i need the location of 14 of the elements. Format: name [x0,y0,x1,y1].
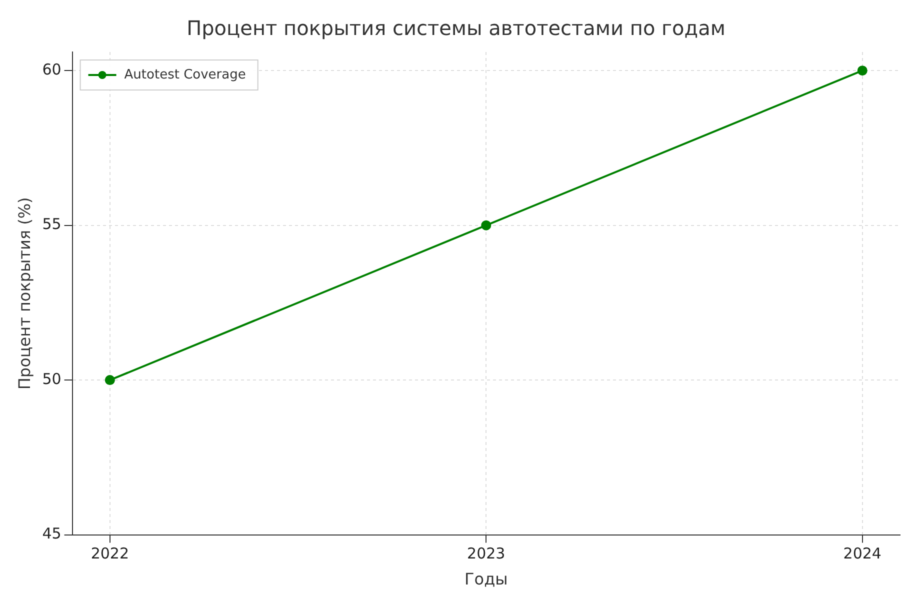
point [481,220,492,230]
x-tick-label: 2024 [843,544,882,563]
y-tick-label: 45 [42,524,62,543]
y-tick-label: 50 [42,370,62,388]
point [104,375,115,386]
chart-title: Процент покрытия системы автотестами по годам [186,16,726,40]
y-tick-label: 55 [42,215,62,234]
point [857,66,868,76]
x-axis-title: Годы [464,570,508,589]
legend-label: Autotest Coverage [124,67,246,82]
y-tick-label: 60 [42,60,62,78]
y-axis-title: Процент покрытия (%) [14,197,34,390]
x-tick-label: 2023 [467,544,506,563]
x-tick-label: 2022 [90,544,130,563]
